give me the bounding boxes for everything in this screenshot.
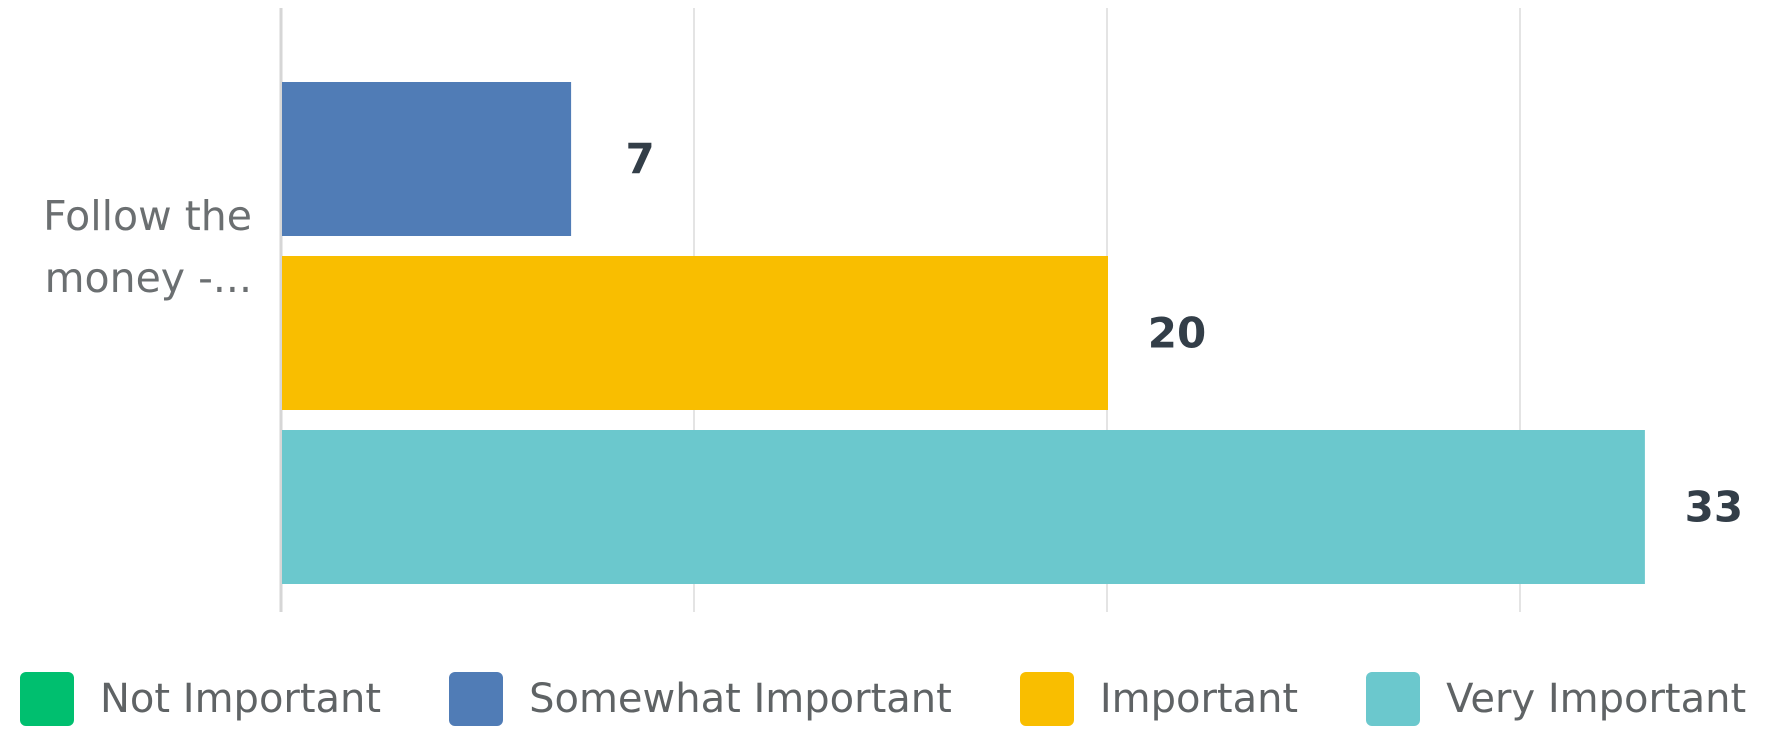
bar-important [282,256,1108,410]
legend-swatch [1366,672,1421,726]
data-label: 20 [1148,309,1206,358]
legend-item-not-important[interactable]: Not Important [20,672,381,726]
legend-swatch [1019,672,1074,726]
legend-label: Not Important [100,676,382,722]
category-label: Follow the money -... [43,192,252,302]
legend-item-somewhat-important[interactable]: Somewhat Important [449,672,952,726]
legend-swatch [20,672,74,726]
legend-item-important[interactable]: Important [1019,672,1299,726]
bar-chart: Follow the money -... 7 20 33 [43,8,1743,612]
chart-legend: Not Important Somewhat Important Importa… [20,668,1775,730]
legend-label: Very Important [1446,676,1747,722]
legend-item-very-important[interactable]: Very Important [1366,672,1746,726]
bar-very-important [282,430,1645,584]
bar-somewhat-important [282,82,572,236]
legend-swatch [449,672,504,726]
data-label: 7 [625,135,654,184]
legend-label: Somewhat Important [529,676,952,722]
data-label: 33 [1685,483,1743,532]
legend-label: Important [1099,676,1299,722]
